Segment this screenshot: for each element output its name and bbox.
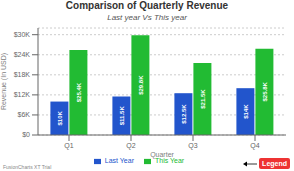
svg-text:$12K: $12K <box>14 91 31 98</box>
svg-text:$25.4K: $25.4K <box>76 82 82 102</box>
svg-text:$10K: $10K <box>57 110 63 125</box>
svg-text:$29.8K: $29.8K <box>138 75 144 95</box>
svg-text:$30K: $30K <box>14 31 31 38</box>
svg-text:$6K: $6K <box>18 111 31 118</box>
html-text:Legend: Legend <box>262 160 287 167</box>
svg-text:$18K: $18K <box>14 71 31 78</box>
svg-text:$24K: $24K <box>14 51 31 58</box>
svg-text:Q3: Q3 <box>188 142 197 150</box>
html-text:FusionCharts XT Trial: FusionCharts XT Trial <box>3 164 52 170</box>
svg-text:Quarter: Quarter <box>150 151 174 159</box>
svg-text:Q4: Q4 <box>250 142 259 150</box>
svg-text:Revenue (In USD): Revenue (In USD) <box>8 53 9 110</box>
svg-text:$0: $0 <box>22 131 30 138</box>
html-text:Last Year: Last Year <box>104 157 134 164</box>
svg-text:$11.5K: $11.5K <box>119 106 125 126</box>
svg-text:$14K: $14K <box>243 104 249 119</box>
svg-text:$12.5K: $12.5K <box>181 104 187 124</box>
svg-text:$25.8K: $25.8K <box>262 82 268 102</box>
html-text:This Year: This Year <box>155 157 185 164</box>
svg-text:Q2: Q2 <box>126 142 135 150</box>
html-text:Last year Vs This year: Last year Vs This year <box>107 13 187 22</box>
html-text:Comparison of Quarterly Revenu: Comparison of Quarterly Revenue <box>65 0 229 11</box>
svg-text:Q1: Q1 <box>64 142 73 150</box>
svg-text:$21.5K: $21.5K <box>200 89 206 109</box>
